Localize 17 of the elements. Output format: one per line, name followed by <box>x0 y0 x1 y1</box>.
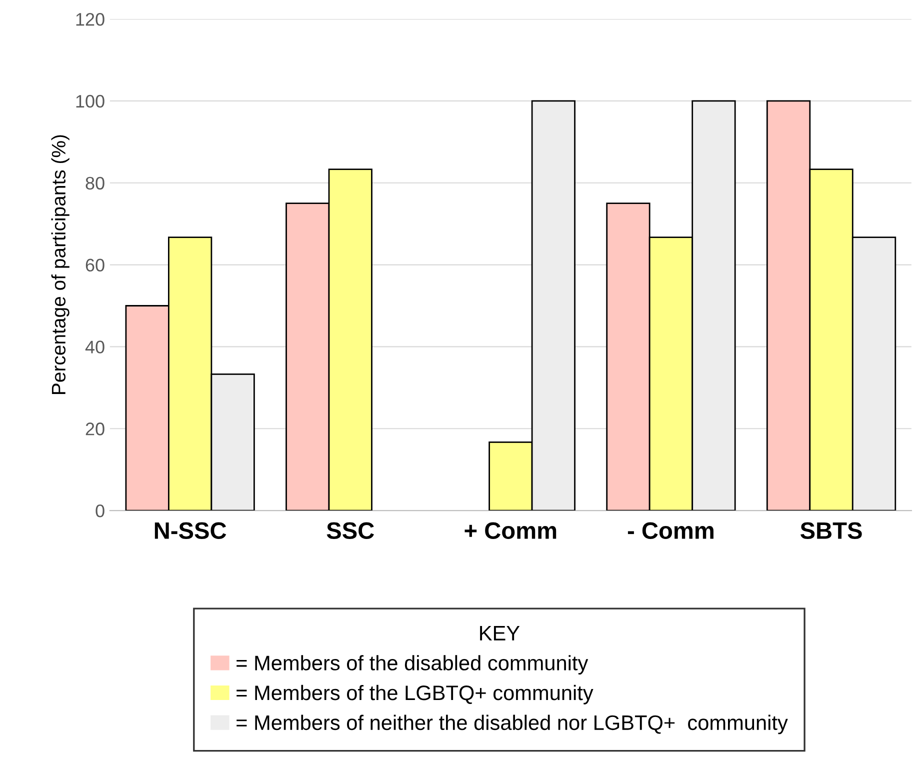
y-tick-label: 60 <box>86 258 104 272</box>
x-tick-label: - Comm <box>628 522 714 539</box>
x-tick-label: SBTS <box>800 522 862 539</box>
y-axis-title: Percentage of participants (%) <box>51 135 70 394</box>
y-tick-label: 40 <box>85 340 104 354</box>
y-tick-label: 80 <box>86 176 104 190</box>
legend-title: KEY <box>480 626 520 640</box>
x-tick-label: + Comm <box>464 522 556 539</box>
legend-label: = Members of neither the disabled nor LGBTQ+ community <box>236 714 788 734</box>
legend-label: = Members of the LGBTQ+ community <box>236 684 594 704</box>
y-tick-label: 0 <box>96 504 104 518</box>
y-tick-label: 120 <box>76 12 104 26</box>
x-tick-label: N-SSC <box>154 522 226 539</box>
legend-label: = Members of the disabled community <box>236 655 588 675</box>
y-tick-label: 20 <box>86 422 104 436</box>
y-tick-label: 100 <box>76 94 104 108</box>
x-tick-label: SSC <box>326 522 374 539</box>
